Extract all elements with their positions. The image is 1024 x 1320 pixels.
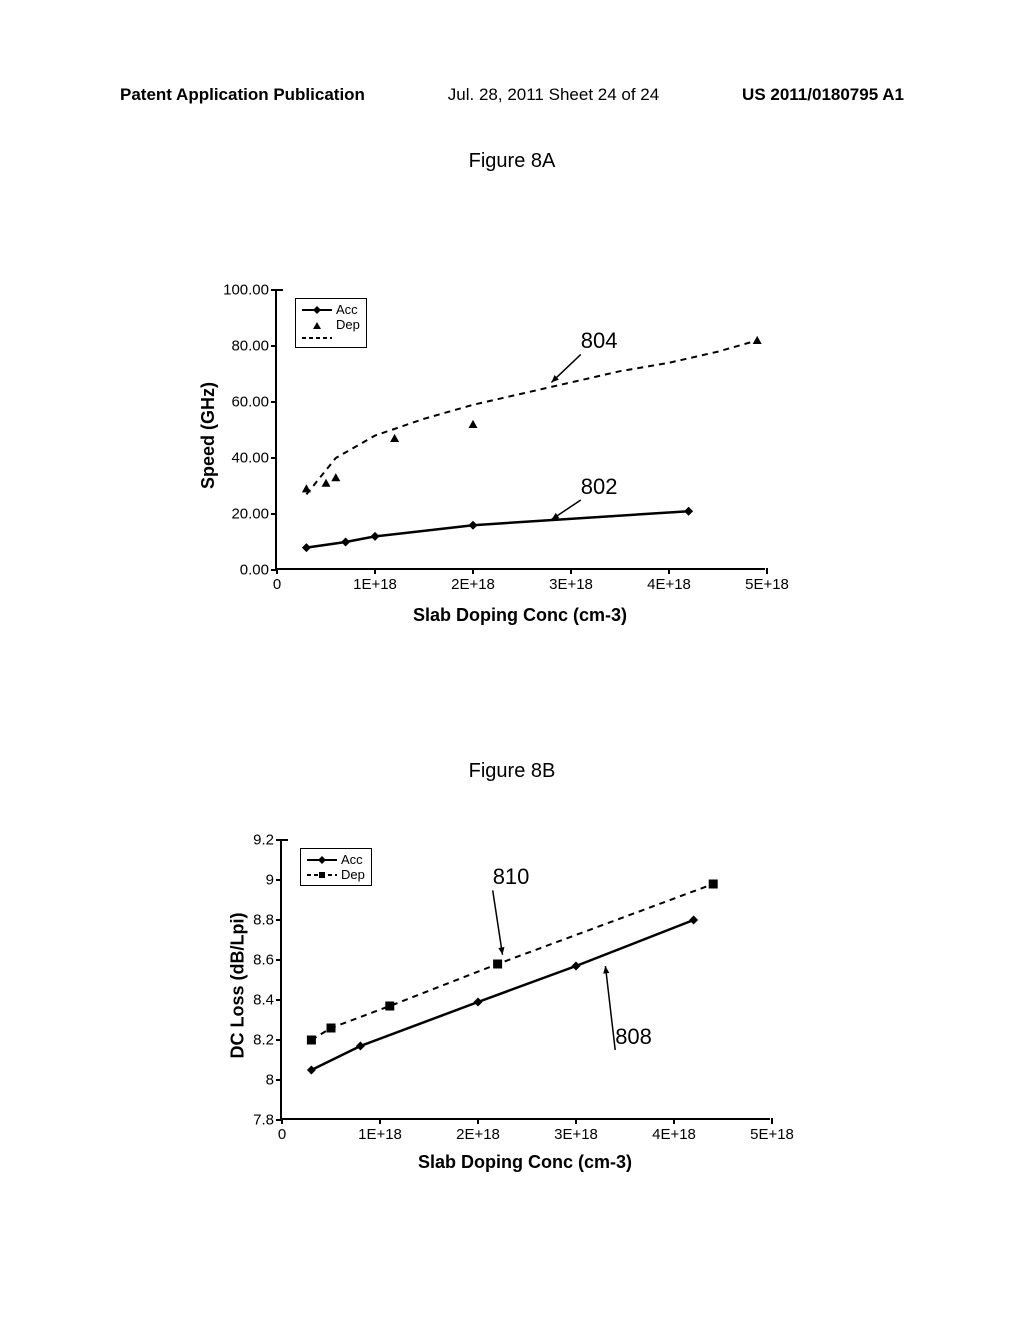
legend-sample-dep	[307, 869, 337, 881]
header-right: US 2011/0180795 A1	[742, 85, 904, 105]
y-tick-label: 60.00	[231, 394, 277, 411]
plot-area: Acc Dep 0.0020.0040.0060.0080.00100.0001…	[275, 290, 765, 570]
legend-sample-acc	[302, 304, 332, 316]
chart-speed-vs-doping: Speed (GHz) Acc Dep 0.0020.004	[205, 290, 805, 640]
legend-label: Dep	[341, 867, 365, 882]
y-tick-label: 8.4	[253, 992, 282, 1009]
chart-dcloss-vs-doping: DC Loss (dB/Lpi) Acc Dep 7.888.28.48.68.…	[225, 840, 805, 1190]
x-tick-label: 5E+18	[745, 568, 789, 593]
x-tick-label: 2E+18	[456, 1118, 500, 1143]
callout-label: 802	[581, 474, 618, 500]
x-tick-label: 0	[273, 568, 281, 593]
y-tick-label: 8.8	[253, 912, 282, 929]
x-tick-label: 4E+18	[647, 568, 691, 593]
y-tick-label: 9.2	[253, 832, 282, 849]
x-tick-label: 3E+18	[549, 568, 593, 593]
x-tick-label: 1E+18	[353, 568, 397, 593]
callout-label: 804	[581, 328, 618, 354]
figure-a-title: Figure 8A	[469, 150, 556, 173]
x-tick-label: 2E+18	[451, 568, 495, 593]
legend: Acc Dep	[300, 848, 372, 886]
x-tick-label: 1E+18	[358, 1118, 402, 1143]
x-tick-label: 5E+18	[750, 1118, 794, 1143]
legend-item-dash	[302, 332, 360, 344]
legend-label: Acc	[341, 852, 363, 867]
callout-label: 810	[493, 864, 530, 890]
figure-b-title: Figure 8B	[469, 760, 556, 783]
y-tick-label: 9	[266, 872, 282, 889]
callout-label: 808	[615, 1024, 652, 1050]
y-tick-label: 20.00	[231, 506, 277, 523]
legend-sample-acc	[307, 854, 337, 866]
x-tick-label: 4E+18	[652, 1118, 696, 1143]
legend-sample-dep	[302, 319, 332, 331]
y-tick-label: 40.00	[231, 450, 277, 467]
legend-item-dep: Dep	[307, 867, 365, 882]
y-tick-label: 8.2	[253, 1032, 282, 1049]
legend-label: Dep	[336, 317, 360, 332]
x-axis-label: Slab Doping Conc (cm-3)	[418, 1152, 632, 1173]
legend-item-acc: Acc	[307, 852, 365, 867]
legend-label: Acc	[336, 302, 358, 317]
header-center: Jul. 28, 2011 Sheet 24 of 24	[448, 85, 659, 105]
legend-item-dep: Dep	[302, 317, 360, 332]
x-axis-label: Slab Doping Conc (cm-3)	[413, 605, 627, 626]
plot-area: Acc Dep 7.888.28.48.68.899.201E+182E+183…	[280, 840, 770, 1120]
legend-sample-dash	[302, 332, 332, 344]
legend-item-acc: Acc	[302, 302, 360, 317]
legend: Acc Dep	[295, 298, 367, 348]
y-tick-label: 100.00	[223, 282, 277, 299]
x-tick-label: 3E+18	[554, 1118, 598, 1143]
y-axis-label: DC Loss (dB/Lpi)	[228, 913, 249, 1059]
header-left: Patent Application Publication	[120, 85, 365, 105]
y-tick-label: 8	[266, 1072, 282, 1089]
y-axis-label: Speed (GHz)	[198, 382, 219, 489]
y-tick-label: 8.6	[253, 952, 282, 969]
page-header: Patent Application Publication Jul. 28, …	[0, 85, 1024, 105]
x-tick-label: 0	[278, 1118, 286, 1143]
y-tick-label: 80.00	[231, 338, 277, 355]
y-tick-label: 0.00	[240, 562, 277, 579]
